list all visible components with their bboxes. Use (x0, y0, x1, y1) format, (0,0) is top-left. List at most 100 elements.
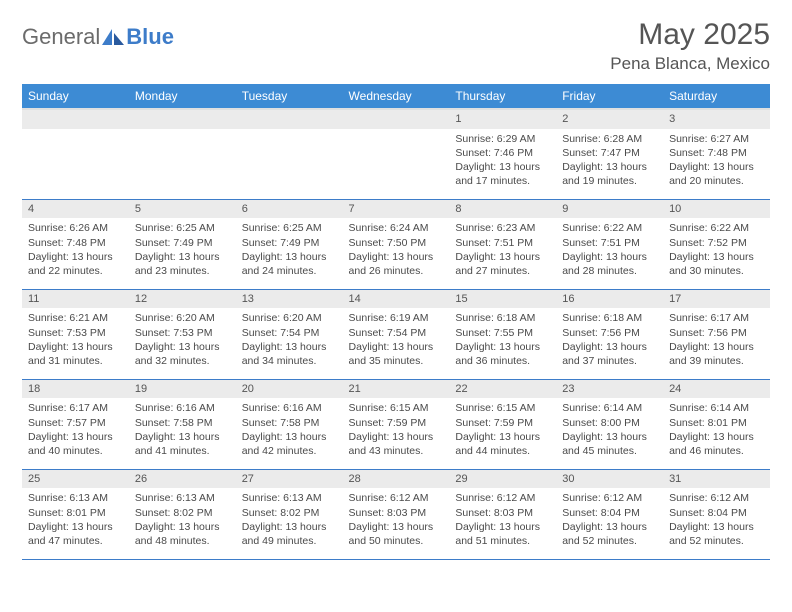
calendar-cell: 15Sunrise: 6:18 AMSunset: 7:55 PMDayligh… (449, 289, 556, 379)
brand-text-1: General (22, 24, 100, 50)
calendar-cell: 27Sunrise: 6:13 AMSunset: 8:02 PMDayligh… (236, 469, 343, 559)
calendar-cell: 4Sunrise: 6:26 AMSunset: 7:48 PMDaylight… (22, 199, 129, 289)
day-number: 23 (556, 380, 663, 399)
calendar-cell: 31Sunrise: 6:12 AMSunset: 8:04 PMDayligh… (663, 469, 770, 559)
header: General Blue May 2025 Pena Blanca, Mexic… (22, 18, 770, 74)
weekday-header: Thursday (449, 84, 556, 109)
calendar-cell: 5Sunrise: 6:25 AMSunset: 7:49 PMDaylight… (129, 199, 236, 289)
weekday-header: Monday (129, 84, 236, 109)
day-number: 18 (22, 380, 129, 399)
weekday-header: Tuesday (236, 84, 343, 109)
day-number: 3 (663, 110, 770, 129)
day-data: Sunrise: 6:21 AMSunset: 7:53 PMDaylight:… (22, 308, 129, 372)
day-number-empty (129, 110, 236, 129)
day-data: Sunrise: 6:13 AMSunset: 8:01 PMDaylight:… (22, 488, 129, 552)
day-number: 26 (129, 470, 236, 489)
calendar-cell: 16Sunrise: 6:18 AMSunset: 7:56 PMDayligh… (556, 289, 663, 379)
day-number: 21 (343, 380, 450, 399)
calendar-cell (343, 109, 450, 199)
brand-sail-icon (102, 29, 124, 45)
calendar-cell: 12Sunrise: 6:20 AMSunset: 7:53 PMDayligh… (129, 289, 236, 379)
day-data: Sunrise: 6:25 AMSunset: 7:49 PMDaylight:… (129, 218, 236, 282)
day-data: Sunrise: 6:18 AMSunset: 7:55 PMDaylight:… (449, 308, 556, 372)
calendar-cell: 22Sunrise: 6:15 AMSunset: 7:59 PMDayligh… (449, 379, 556, 469)
calendar-cell: 30Sunrise: 6:12 AMSunset: 8:04 PMDayligh… (556, 469, 663, 559)
day-data: Sunrise: 6:20 AMSunset: 7:54 PMDaylight:… (236, 308, 343, 372)
calendar-cell: 24Sunrise: 6:14 AMSunset: 8:01 PMDayligh… (663, 379, 770, 469)
calendar-week-row: 4Sunrise: 6:26 AMSunset: 7:48 PMDaylight… (22, 199, 770, 289)
day-number: 16 (556, 290, 663, 309)
calendar-cell: 17Sunrise: 6:17 AMSunset: 7:56 PMDayligh… (663, 289, 770, 379)
day-data: Sunrise: 6:16 AMSunset: 7:58 PMDaylight:… (129, 398, 236, 462)
day-number: 24 (663, 380, 770, 399)
calendar-cell: 26Sunrise: 6:13 AMSunset: 8:02 PMDayligh… (129, 469, 236, 559)
day-number: 10 (663, 200, 770, 219)
day-number: 19 (129, 380, 236, 399)
calendar-cell: 1Sunrise: 6:29 AMSunset: 7:46 PMDaylight… (449, 109, 556, 199)
calendar-cell: 9Sunrise: 6:22 AMSunset: 7:51 PMDaylight… (556, 199, 663, 289)
calendar-week-row: 11Sunrise: 6:21 AMSunset: 7:53 PMDayligh… (22, 289, 770, 379)
day-number: 2 (556, 110, 663, 129)
day-data: Sunrise: 6:14 AMSunset: 8:01 PMDaylight:… (663, 398, 770, 462)
calendar-cell: 3Sunrise: 6:27 AMSunset: 7:48 PMDaylight… (663, 109, 770, 199)
calendar-cell (236, 109, 343, 199)
day-data: Sunrise: 6:16 AMSunset: 7:58 PMDaylight:… (236, 398, 343, 462)
day-data: Sunrise: 6:19 AMSunset: 7:54 PMDaylight:… (343, 308, 450, 372)
day-number: 12 (129, 290, 236, 309)
day-data: Sunrise: 6:24 AMSunset: 7:50 PMDaylight:… (343, 218, 450, 282)
day-data: Sunrise: 6:22 AMSunset: 7:51 PMDaylight:… (556, 218, 663, 282)
day-number: 29 (449, 470, 556, 489)
day-data: Sunrise: 6:28 AMSunset: 7:47 PMDaylight:… (556, 129, 663, 193)
calendar-cell: 28Sunrise: 6:12 AMSunset: 8:03 PMDayligh… (343, 469, 450, 559)
day-data: Sunrise: 6:14 AMSunset: 8:00 PMDaylight:… (556, 398, 663, 462)
brand-text-2: Blue (126, 24, 174, 50)
calendar-cell: 29Sunrise: 6:12 AMSunset: 8:03 PMDayligh… (449, 469, 556, 559)
day-data: Sunrise: 6:12 AMSunset: 8:04 PMDaylight:… (556, 488, 663, 552)
day-number-empty (22, 110, 129, 129)
calendar-cell: 14Sunrise: 6:19 AMSunset: 7:54 PMDayligh… (343, 289, 450, 379)
weekday-header: Sunday (22, 84, 129, 109)
calendar-head: SundayMondayTuesdayWednesdayThursdayFrid… (22, 84, 770, 109)
calendar-cell: 8Sunrise: 6:23 AMSunset: 7:51 PMDaylight… (449, 199, 556, 289)
calendar-week-row: 25Sunrise: 6:13 AMSunset: 8:01 PMDayligh… (22, 469, 770, 559)
day-data: Sunrise: 6:13 AMSunset: 8:02 PMDaylight:… (236, 488, 343, 552)
calendar-cell (129, 109, 236, 199)
weekday-header: Saturday (663, 84, 770, 109)
title-block: May 2025 Pena Blanca, Mexico (610, 18, 770, 74)
day-number: 20 (236, 380, 343, 399)
day-number: 4 (22, 200, 129, 219)
day-number: 7 (343, 200, 450, 219)
day-number: 25 (22, 470, 129, 489)
calendar-cell: 10Sunrise: 6:22 AMSunset: 7:52 PMDayligh… (663, 199, 770, 289)
day-number: 27 (236, 470, 343, 489)
brand-logo: General Blue (22, 18, 174, 50)
calendar-cell: 19Sunrise: 6:16 AMSunset: 7:58 PMDayligh… (129, 379, 236, 469)
day-number: 30 (556, 470, 663, 489)
day-data: Sunrise: 6:27 AMSunset: 7:48 PMDaylight:… (663, 129, 770, 193)
calendar-cell (22, 109, 129, 199)
day-number: 9 (556, 200, 663, 219)
calendar-body: 1Sunrise: 6:29 AMSunset: 7:46 PMDaylight… (22, 109, 770, 559)
day-number: 13 (236, 290, 343, 309)
calendar-cell: 25Sunrise: 6:13 AMSunset: 8:01 PMDayligh… (22, 469, 129, 559)
calendar-cell: 23Sunrise: 6:14 AMSunset: 8:00 PMDayligh… (556, 379, 663, 469)
day-number-empty (343, 110, 450, 129)
day-number: 14 (343, 290, 450, 309)
day-number: 6 (236, 200, 343, 219)
day-data: Sunrise: 6:22 AMSunset: 7:52 PMDaylight:… (663, 218, 770, 282)
day-data: Sunrise: 6:17 AMSunset: 7:56 PMDaylight:… (663, 308, 770, 372)
day-data: Sunrise: 6:13 AMSunset: 8:02 PMDaylight:… (129, 488, 236, 552)
day-number: 8 (449, 200, 556, 219)
day-number: 1 (449, 110, 556, 129)
day-data: Sunrise: 6:17 AMSunset: 7:57 PMDaylight:… (22, 398, 129, 462)
day-data: Sunrise: 6:12 AMSunset: 8:04 PMDaylight:… (663, 488, 770, 552)
calendar-cell: 13Sunrise: 6:20 AMSunset: 7:54 PMDayligh… (236, 289, 343, 379)
day-data: Sunrise: 6:20 AMSunset: 7:53 PMDaylight:… (129, 308, 236, 372)
day-number: 15 (449, 290, 556, 309)
calendar-table: SundayMondayTuesdayWednesdayThursdayFrid… (22, 84, 770, 560)
calendar-week-row: 1Sunrise: 6:29 AMSunset: 7:46 PMDaylight… (22, 109, 770, 199)
day-data: Sunrise: 6:15 AMSunset: 7:59 PMDaylight:… (343, 398, 450, 462)
day-data: Sunrise: 6:25 AMSunset: 7:49 PMDaylight:… (236, 218, 343, 282)
day-number: 5 (129, 200, 236, 219)
day-data: Sunrise: 6:23 AMSunset: 7:51 PMDaylight:… (449, 218, 556, 282)
